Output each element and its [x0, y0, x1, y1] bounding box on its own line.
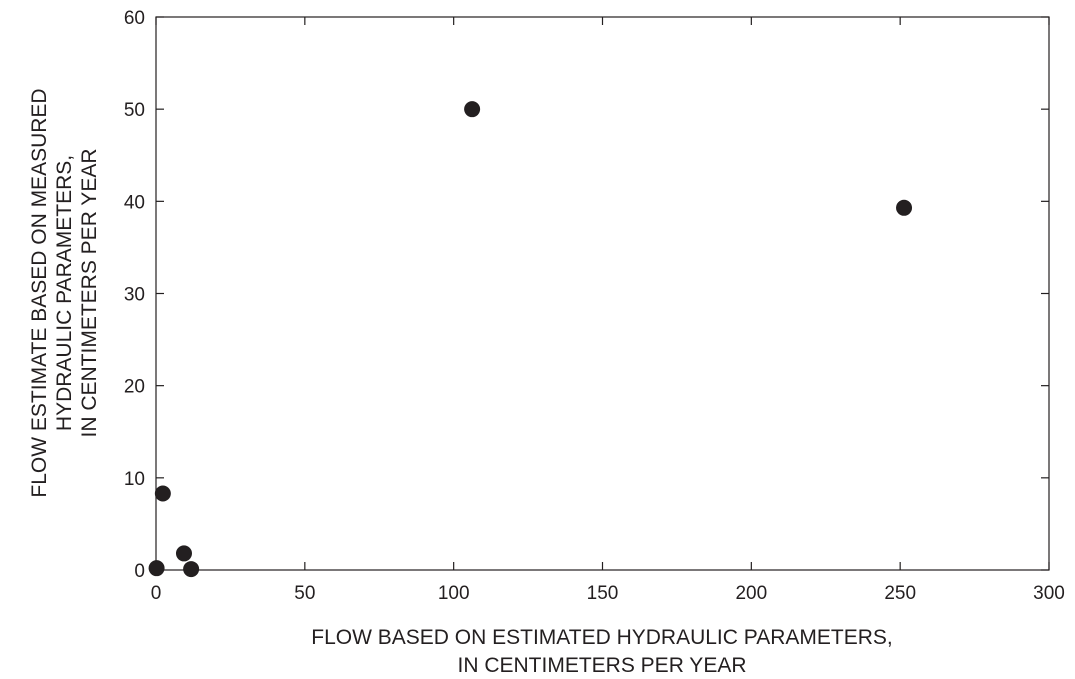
y-tick-label: 30 — [124, 285, 145, 306]
x-tick-label: 200 — [735, 583, 767, 604]
x-axis-title-line-2: IN CENTIMETERS PER YEAR — [458, 654, 747, 677]
x-tick-label: 0 — [151, 583, 162, 604]
x-axis-title-line-1: FLOW BASED ON ESTIMATED HYDRAULIC PARAME… — [311, 626, 892, 649]
data-points — [148, 101, 913, 578]
x-tick-label: 250 — [884, 583, 916, 604]
data-point — [464, 101, 481, 118]
data-point — [183, 561, 200, 578]
plot-frame — [155, 16, 1050, 571]
data-point — [148, 560, 165, 577]
y-tick-label: 60 — [124, 8, 145, 29]
data-point — [175, 545, 192, 562]
x-tick-label: 100 — [438, 583, 470, 604]
data-point — [154, 485, 171, 502]
y-axis-title-line-1: FLOW ESTIMATE BASED ON MEASURED — [28, 88, 51, 497]
data-point — [896, 199, 913, 216]
y-tick-label: 20 — [124, 377, 145, 398]
y-tick-label: 10 — [124, 469, 145, 490]
y-tick-label: 40 — [124, 192, 145, 213]
y-tick-label: 50 — [124, 100, 145, 121]
x-tick-label: 50 — [294, 583, 315, 604]
y-axis-title-line-2: HYDRAULIC PARAMETERS, — [53, 155, 76, 431]
y-axis: 0 10 20 30 40 50 60 — [124, 8, 1049, 582]
x-axis: 0 50 100 150 200 250 300 — [151, 17, 1065, 604]
y-tick-label: 0 — [134, 561, 145, 582]
x-tick-label: 300 — [1033, 583, 1065, 604]
x-tick-label: 150 — [587, 583, 619, 604]
y-axis-title-line-3: IN CENTIMETERS PER YEAR — [78, 149, 101, 438]
